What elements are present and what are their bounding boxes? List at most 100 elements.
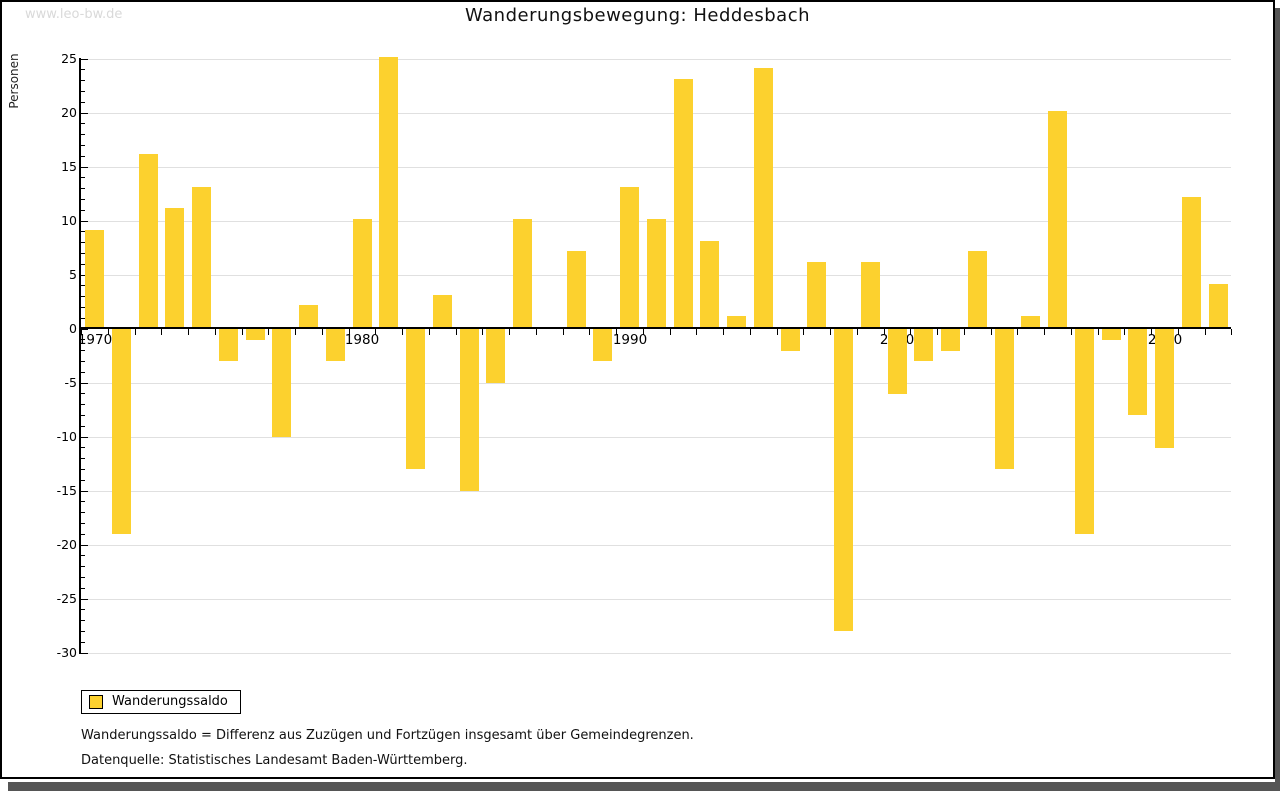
y-tick [81,177,85,178]
y-tick [81,609,85,610]
x-tick [964,329,965,335]
bar-1977 [272,329,291,437]
bar-2000 [888,329,907,394]
bar-2003 [968,251,987,327]
x-tick [1017,329,1018,335]
y-tick [81,91,85,92]
bar-2007 [1075,329,1094,534]
y-tick [81,577,85,578]
bar-1994 [727,316,746,327]
bar-1983 [433,295,452,327]
bar-1979 [326,329,345,361]
bar-1999 [861,262,880,327]
y-tick-label-20: 20 [61,105,77,120]
bar-1978 [299,305,318,327]
x-tick [803,329,804,335]
y-tick [81,156,85,157]
x-tick [616,329,617,335]
y-tick [81,253,85,254]
bar-2011 [1182,197,1201,327]
y-tick [81,361,85,362]
x-tick [1124,329,1125,335]
y-tick [81,512,85,513]
y-tick [81,199,85,200]
bar-2010 [1155,329,1174,448]
x-tick [884,329,885,335]
y-tick-label-5: 5 [69,267,77,282]
y-tick-label-0: 0 [69,321,77,336]
x-tick [81,329,82,335]
bar-2002 [941,329,960,351]
y-tick [81,329,88,330]
legend: Wanderungssaldo [81,690,241,714]
legend-swatch-wanderungssaldo [89,695,103,709]
x-tick [108,329,109,335]
bar-1989 [593,329,612,361]
y-tick [81,102,85,103]
bar-2012 [1209,284,1228,327]
x-tick [161,329,162,335]
bar-2009 [1128,329,1147,415]
x-tick-label-1980: 1980 [344,332,380,348]
y-tick-label-10: 10 [61,213,77,228]
y-axis-line [79,58,81,654]
x-tick [509,329,510,335]
x-tick [482,329,483,335]
x-tick [750,329,751,335]
y-tick-label--5: -5 [64,375,77,390]
y-tick [81,642,85,643]
bar-1982 [406,329,425,469]
y-tick [81,599,88,600]
y-tick [81,555,85,556]
y-tick [81,426,85,427]
x-tick [723,329,724,335]
bar-2006 [1048,111,1067,327]
bar-1972 [139,154,158,327]
x-tick [135,329,136,335]
gridline--10 [81,437,1231,438]
y-tick [81,113,88,114]
bar-1975 [219,329,238,361]
y-tick [81,415,85,416]
y-tick [81,123,85,124]
y-tick [81,307,85,308]
frame-shadow-right [1275,8,1280,791]
gridline--30 [81,653,1231,654]
bar-1984 [460,329,479,491]
x-tick [536,329,537,335]
bar-1981 [379,57,398,327]
x-tick [643,329,644,335]
x-tick [777,329,778,335]
y-tick [81,296,85,297]
x-tick [1178,329,1179,335]
gridline--5 [81,383,1231,384]
x-tick-label-1990: 1990 [612,332,648,348]
bar-1971 [112,329,131,534]
x-tick [1151,329,1152,335]
x-tick [857,329,858,335]
x-tick [937,329,938,335]
y-tick [81,221,88,222]
bar-2008 [1102,329,1121,340]
bar-1974 [192,187,211,327]
y-tick [81,437,88,438]
y-tick [81,285,85,286]
y-tick [81,188,85,189]
y-tick [81,134,85,135]
legend-label: Wanderungssaldo [112,694,228,709]
x-tick [268,329,269,335]
x-tick [215,329,216,335]
bar-1992 [674,79,693,327]
y-tick-label--15: -15 [56,483,77,498]
y-tick [81,523,85,524]
x-tick [349,329,350,335]
y-tick [81,491,88,492]
y-tick-label--25: -25 [56,591,77,606]
y-tick [81,631,85,632]
y-tick [81,80,85,81]
gridline--15 [81,491,1231,492]
y-tick [81,566,85,567]
y-tick [81,264,85,265]
y-tick [81,588,85,589]
